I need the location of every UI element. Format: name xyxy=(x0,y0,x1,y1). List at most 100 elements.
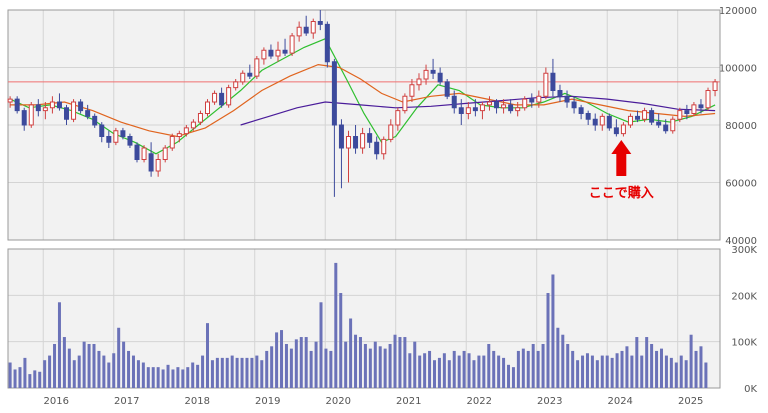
volume-bar xyxy=(289,348,293,388)
volume-bar xyxy=(107,362,111,388)
candle-up xyxy=(205,101,211,114)
volume-bar xyxy=(679,355,683,388)
candle-down xyxy=(219,92,225,106)
volume-bar xyxy=(309,350,313,388)
volume-bar xyxy=(334,262,338,388)
volume-bar xyxy=(314,341,318,388)
volume-bar xyxy=(452,350,456,388)
volume-bar xyxy=(566,343,570,388)
volume-bar xyxy=(472,360,476,388)
volume-bar xyxy=(225,357,229,388)
candle-up xyxy=(670,118,676,132)
candle-up xyxy=(261,49,267,60)
x-tick-label: 2023 xyxy=(537,396,562,407)
ma-long-line xyxy=(240,95,716,126)
volume-bar xyxy=(201,355,205,388)
volume-bar xyxy=(240,357,244,388)
volume-bar xyxy=(127,350,131,388)
volume-bar xyxy=(561,334,565,388)
volume-bar xyxy=(585,353,589,388)
volume-bar xyxy=(151,367,155,388)
volume-bar xyxy=(378,346,382,388)
volume-bar xyxy=(541,343,545,388)
price-axis-tick-label: 60000 xyxy=(725,179,757,190)
candle-up xyxy=(310,21,316,34)
candle-up xyxy=(275,49,281,57)
candle-up xyxy=(642,110,648,120)
volume-bar xyxy=(171,369,175,388)
candle-down xyxy=(550,72,556,91)
candle-up xyxy=(141,147,147,160)
volume-bar xyxy=(625,346,629,388)
volume-bar xyxy=(339,293,343,388)
volume-bar xyxy=(319,302,323,388)
volume-bar xyxy=(610,357,614,388)
candle-up xyxy=(190,121,196,129)
volume-bar xyxy=(635,337,639,388)
volume-bar xyxy=(275,332,279,388)
volume-axis-tick-label: 300K xyxy=(731,245,757,256)
candle-up xyxy=(677,110,683,120)
volume-bar xyxy=(191,362,195,388)
volume-bar xyxy=(57,302,61,388)
candle-down xyxy=(85,110,91,117)
volume-bar xyxy=(131,355,135,388)
volume-panel: 300K 200K 100K 0K 2016 2017 2018 2019 2020 2021 20… xyxy=(7,245,757,407)
volume-bar xyxy=(418,355,422,388)
candle-down xyxy=(324,23,330,63)
volume-bar xyxy=(146,367,150,388)
candle-up xyxy=(183,127,189,135)
volume-bar xyxy=(576,360,580,388)
volume-bar xyxy=(546,293,550,388)
volume-bar xyxy=(462,350,466,388)
candle-down xyxy=(78,101,84,112)
candle-up xyxy=(536,95,542,103)
up-arrow-icon xyxy=(611,140,632,176)
volume-bar xyxy=(615,353,619,388)
volume-bar xyxy=(141,362,145,388)
volume-bar xyxy=(186,367,190,388)
volume-bar xyxy=(270,346,274,388)
volume-bar xyxy=(77,355,81,388)
candle-down xyxy=(374,141,380,155)
volume-bar xyxy=(511,367,515,388)
volume-bar xyxy=(230,355,234,388)
candle-up xyxy=(395,110,401,126)
volume-bar xyxy=(245,357,249,388)
volume-bar xyxy=(67,348,71,388)
volume-bar xyxy=(502,357,506,388)
volume-bar xyxy=(363,343,367,388)
candle-up xyxy=(226,87,232,106)
candle-down xyxy=(684,110,690,114)
candle-down xyxy=(99,124,105,137)
price-axis-tick-label: 120000 xyxy=(719,6,757,17)
volume-bar xyxy=(388,343,392,388)
candle-up xyxy=(289,35,295,54)
volume-bar xyxy=(457,355,461,388)
x-tick-label: 2025 xyxy=(678,396,703,407)
volume-bar xyxy=(354,334,358,388)
volume-bar xyxy=(220,357,224,388)
volume-bar xyxy=(571,350,575,388)
candle-down xyxy=(494,101,500,109)
volume-bar xyxy=(487,343,491,388)
candle-up xyxy=(233,81,239,89)
volume-bar xyxy=(581,355,585,388)
volume-bar xyxy=(467,353,471,388)
volume-bar xyxy=(664,355,668,388)
candle-up xyxy=(705,90,711,109)
volume-bar xyxy=(531,343,535,388)
x-tick-label: 2022 xyxy=(466,396,491,407)
candle-up xyxy=(162,147,168,160)
candle-down xyxy=(430,69,436,74)
candle-up xyxy=(381,138,387,155)
volume-bar xyxy=(112,353,116,388)
candle-up xyxy=(49,101,55,109)
candle-down xyxy=(585,113,591,120)
candle-down xyxy=(14,98,20,112)
candle-down xyxy=(656,121,662,126)
candle-up xyxy=(212,92,218,103)
volume-bar xyxy=(536,350,540,388)
candle-up xyxy=(240,72,246,83)
